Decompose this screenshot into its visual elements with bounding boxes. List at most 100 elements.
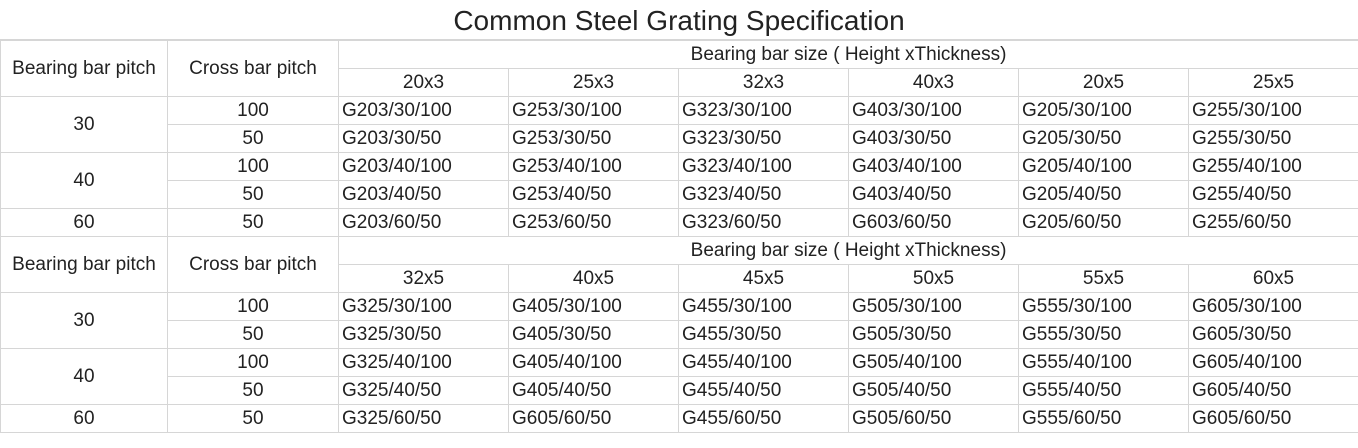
cross-bar-pitch: 50 [167, 376, 339, 405]
header-size: 40x5 [508, 264, 679, 293]
table-row: 50 G203/40/50 G253/40/50 G323/40/50 G403/40/… [1, 180, 1358, 209]
header-bearing-bar-pitch: Bearing bar pitch [0, 236, 168, 293]
cross-bar-pitch: 50 [167, 320, 339, 349]
grating-code: G205/40/100 [1018, 152, 1189, 181]
grating-code: G323/40/50 [678, 180, 849, 209]
grating-code: G555/30/50 [1018, 320, 1189, 349]
bearing-bar-pitch: 60 [0, 208, 168, 237]
grating-code: G505/40/50 [848, 376, 1019, 405]
grating-code: G325/40/50 [338, 376, 509, 405]
header-size: 25x5 [1187, 68, 1358, 97]
table-row: 50 G203/30/50 G253/30/50 G323/30/50 G403/30/… [1, 124, 1358, 153]
table-row: 30 100 G203/30/100 G253/30/100 G323/30/100 G4… [0, 96, 1358, 153]
grating-code: G255/30/100 [1187, 96, 1358, 125]
grating-code: G403/40/100 [848, 152, 1019, 181]
grating-code: G255/60/50 [1187, 208, 1358, 237]
cross-bar-pitch: 100 [167, 348, 339, 377]
table-row: Bearing bar pitch Cross bar pitch Bearing … [0, 40, 1358, 97]
bearing-bar-pitch: 30 [0, 292, 168, 349]
table-row: 60 50 G325/60/50 G605/60/50 G455/60/50 G505/6… [0, 404, 1358, 433]
header-cross-bar-pitch: Cross bar pitch [167, 40, 339, 97]
table-row: 40 100 G203/40/100 G253/40/100 G323/40/100 G4… [0, 152, 1358, 209]
grating-code: G203/30/100 [338, 96, 509, 125]
cross-bar-pitch: 50 [167, 208, 339, 237]
grating-code: G403/40/50 [848, 180, 1019, 209]
grating-code: G455/40/50 [678, 376, 849, 405]
grating-code: G255/40/100 [1187, 152, 1358, 181]
header-size-caption: Bearing bar size ( Height xThickness) [337, 236, 1358, 265]
grating-code: G203/40/50 [338, 180, 509, 209]
grating-code: G605/60/50 [508, 404, 679, 433]
cross-bar-pitch: 100 [167, 152, 339, 181]
header-size: 20x3 [338, 68, 509, 97]
grating-code: G403/30/100 [848, 96, 1019, 125]
grating-code: G253/30/100 [508, 96, 679, 125]
header-size: 45x5 [678, 264, 849, 293]
grating-code: G555/40/50 [1018, 376, 1189, 405]
header-size: 50x5 [848, 264, 1019, 293]
grating-code: G253/40/100 [508, 152, 679, 181]
cross-bar-pitch: 100 [167, 96, 339, 125]
header-cross-bar-pitch: Cross bar pitch [167, 236, 339, 293]
header-size: 20x5 [1018, 68, 1189, 97]
grating-code: G203/60/50 [338, 208, 509, 237]
grating-code: G205/30/50 [1018, 124, 1189, 153]
header-size: 25x3 [508, 68, 679, 97]
table-row: 40 100 G325/40/100 G405/40/100 G455/40/100 G5… [0, 348, 1358, 405]
cross-bar-pitch: 50 [167, 404, 339, 433]
sheet-title: Common Steel Grating Specification [0, 0, 1358, 40]
grating-code: G505/60/50 [848, 404, 1019, 433]
table-row: 50 G325/40/50 G405/40/50 G455/40/50 G505/40/… [1, 376, 1358, 405]
header-bearing-bar-pitch: Bearing bar pitch [0, 40, 168, 97]
grating-code: G555/30/100 [1018, 292, 1189, 321]
grating-code: G605/30/50 [1187, 320, 1358, 349]
spec-table: Bearing bar pitch Cross bar pitch Bearing … [0, 40, 1358, 433]
grating-code: G405/30/50 [508, 320, 679, 349]
header-size-caption: Bearing bar size ( Height xThickness) [337, 40, 1358, 69]
table-row: 60 50 G203/60/50 G253/60/50 G323/60/50 G603/6… [0, 208, 1358, 237]
grating-code: G505/40/100 [848, 348, 1019, 377]
grating-code: G605/60/50 [1187, 404, 1358, 433]
grating-code: G325/40/100 [338, 348, 509, 377]
grating-code: G323/30/50 [678, 124, 849, 153]
table-row: 20x3 25x3 32x3 40x3 20x5 25x5 [1, 68, 1358, 97]
bearing-bar-pitch: 60 [0, 404, 168, 433]
table-row: 30 100 G325/30/100 G405/30/100 G455/30/100 G5… [0, 292, 1358, 349]
grating-code: G203/30/50 [338, 124, 509, 153]
bearing-bar-pitch: 40 [0, 348, 168, 405]
grating-code: G405/40/50 [508, 376, 679, 405]
grating-code: G455/40/100 [678, 348, 849, 377]
grating-code: G555/40/100 [1018, 348, 1189, 377]
grating-code: G605/40/50 [1187, 376, 1358, 405]
grating-code: G455/30/50 [678, 320, 849, 349]
grating-code: G203/40/100 [338, 152, 509, 181]
grating-code: G205/30/100 [1018, 96, 1189, 125]
grating-code: G455/60/50 [678, 404, 849, 433]
grating-code: G403/30/50 [848, 124, 1019, 153]
header-size: 60x5 [1187, 264, 1358, 293]
grating-code: G253/30/50 [508, 124, 679, 153]
grating-code: G323/60/50 [678, 208, 849, 237]
grating-code: G405/30/100 [508, 292, 679, 321]
header-size: 40x3 [848, 68, 1019, 97]
grating-code: G505/30/50 [848, 320, 1019, 349]
grating-code: G253/40/50 [508, 180, 679, 209]
cross-bar-pitch: 50 [167, 180, 339, 209]
grating-code: G205/40/50 [1018, 180, 1189, 209]
grating-code: G325/60/50 [338, 404, 509, 433]
grating-code: G605/40/100 [1187, 348, 1358, 377]
grating-code: G255/30/50 [1187, 124, 1358, 153]
table-row: Bearing bar pitch Cross bar pitch Bearing … [0, 236, 1358, 293]
grating-code: G325/30/100 [338, 292, 509, 321]
header-size: 55x5 [1018, 264, 1189, 293]
bearing-bar-pitch: 30 [0, 96, 168, 153]
grating-code: G455/30/100 [678, 292, 849, 321]
grating-code: G603/60/50 [848, 208, 1019, 237]
grating-code: G405/40/100 [508, 348, 679, 377]
grating-code: G323/40/100 [678, 152, 849, 181]
bearing-bar-pitch: 40 [0, 152, 168, 209]
grating-code: G205/60/50 [1018, 208, 1189, 237]
header-size: 32x5 [338, 264, 509, 293]
grating-code: G325/30/50 [338, 320, 509, 349]
